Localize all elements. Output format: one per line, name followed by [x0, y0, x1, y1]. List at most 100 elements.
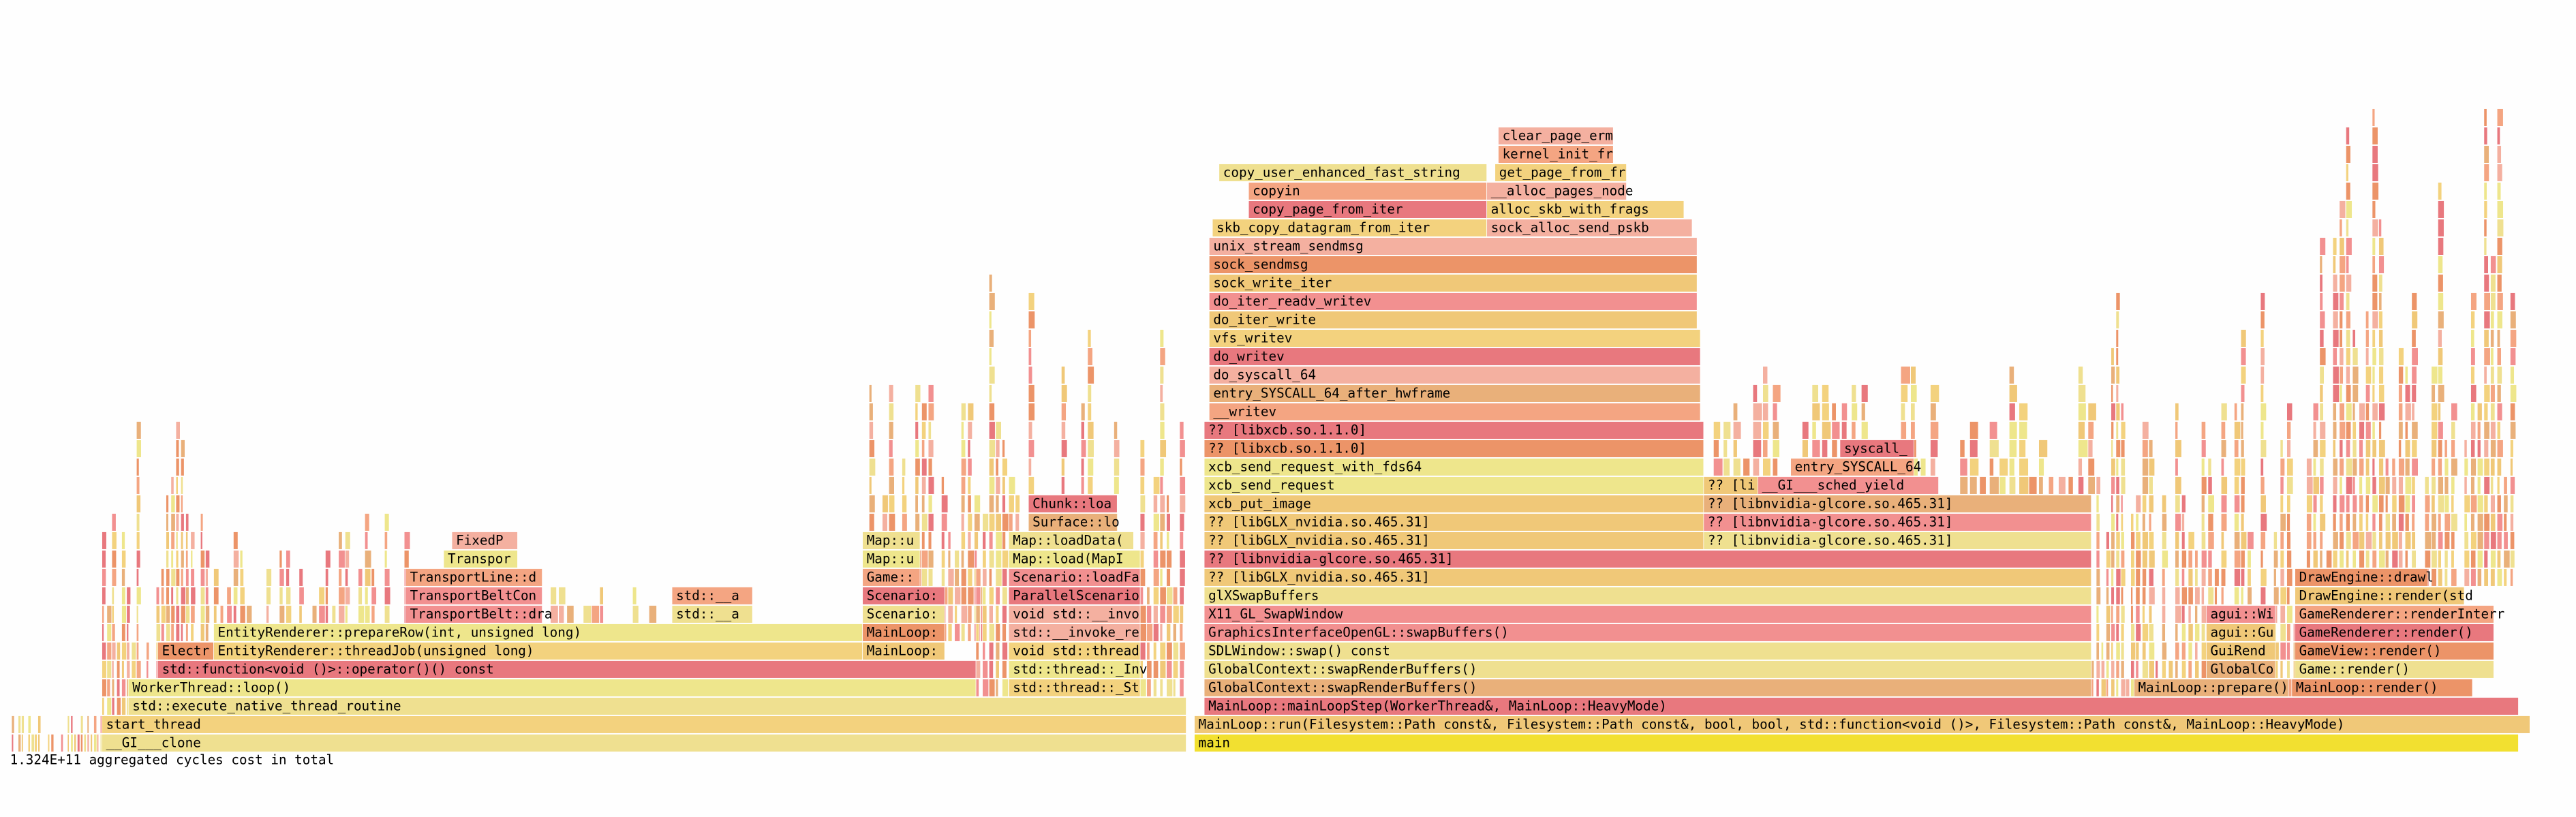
frame[interactable] [127, 679, 977, 697]
frame[interactable] [2206, 605, 2276, 623]
frame[interactable] [1790, 458, 1914, 476]
frame[interactable] [862, 642, 945, 660]
frame[interactable] [1486, 219, 1693, 237]
frame[interactable] [1486, 200, 1685, 219]
frame[interactable] [1494, 164, 1627, 182]
frame[interactable] [1008, 605, 1141, 623]
frame[interactable] [405, 605, 542, 623]
frame[interactable] [2295, 642, 2494, 660]
frame[interactable] [1203, 660, 2092, 679]
frame[interactable] [1248, 182, 1488, 200]
frame[interactable] [1839, 440, 1914, 458]
frame[interactable] [405, 587, 542, 605]
frame[interactable] [1008, 531, 1134, 550]
frame[interactable] [1203, 513, 1704, 531]
frame[interactable] [102, 715, 1186, 734]
frame[interactable] [2295, 605, 2494, 623]
frame[interactable] [451, 531, 518, 550]
frame [2359, 550, 2365, 568]
frame[interactable] [1203, 623, 2092, 642]
frame[interactable] [1203, 495, 1704, 513]
frame[interactable] [1008, 587, 1141, 605]
frame[interactable] [1208, 329, 1701, 348]
frame[interactable] [1028, 513, 1118, 531]
frame[interactable] [1203, 458, 1704, 476]
frame[interactable] [862, 605, 945, 623]
frame[interactable] [862, 587, 945, 605]
frame [954, 568, 960, 587]
frame[interactable] [1208, 384, 1701, 403]
frame[interactable] [1203, 440, 1704, 458]
frame[interactable] [2295, 568, 2429, 587]
frame[interactable] [1194, 715, 2530, 734]
frame[interactable] [1208, 256, 1698, 274]
frame[interactable] [1203, 605, 2092, 623]
frame[interactable] [862, 550, 921, 568]
frame[interactable] [1208, 403, 1701, 421]
frame[interactable] [1208, 274, 1698, 292]
frame [1179, 550, 1186, 568]
frame[interactable] [1703, 476, 1758, 495]
frame[interactable] [2206, 642, 2276, 660]
frame[interactable] [1212, 219, 1488, 237]
frame[interactable] [1203, 550, 2092, 568]
frame[interactable] [1203, 679, 2092, 697]
frame[interactable] [2206, 660, 2276, 679]
frame [2346, 127, 2350, 145]
frame[interactable] [1008, 568, 1141, 587]
frame[interactable] [1498, 127, 1614, 145]
frame[interactable] [1758, 476, 1939, 495]
frame[interactable] [1203, 697, 2519, 715]
frame[interactable] [1028, 495, 1118, 513]
frame[interactable] [1208, 237, 1698, 256]
frame[interactable] [1218, 164, 1488, 182]
frame[interactable] [2206, 623, 2276, 642]
frame[interactable] [443, 550, 518, 568]
frame[interactable] [1008, 550, 1141, 568]
frame [2319, 292, 2323, 311]
frame[interactable] [1703, 531, 2092, 550]
frame[interactable] [1008, 623, 1141, 642]
frame[interactable] [1208, 348, 1701, 366]
frame[interactable] [1208, 366, 1701, 384]
frame[interactable] [1203, 642, 2092, 660]
frame[interactable] [127, 697, 1186, 715]
frame[interactable] [2295, 587, 2465, 605]
frame [121, 550, 127, 568]
frame[interactable] [671, 587, 753, 605]
frame[interactable] [1703, 513, 2092, 531]
frame[interactable] [1008, 679, 1141, 697]
frame[interactable] [1208, 292, 1698, 311]
frame-label: entry_SYSCALL_64_after_hwframe [1213, 386, 1450, 401]
frame [2286, 440, 2291, 458]
frame[interactable] [1703, 495, 2092, 513]
frame[interactable] [862, 623, 945, 642]
frame[interactable] [862, 531, 921, 550]
frame [2181, 531, 2186, 550]
frame[interactable] [1208, 311, 1698, 329]
frame[interactable] [1203, 531, 1704, 550]
frame[interactable] [1203, 476, 1704, 495]
frame[interactable] [1498, 145, 1614, 164]
frame[interactable] [2295, 623, 2494, 642]
frame[interactable] [1008, 660, 1141, 679]
frame[interactable] [2134, 679, 2289, 697]
frame[interactable] [157, 660, 977, 679]
frame[interactable] [157, 642, 214, 660]
frame[interactable] [1203, 587, 2092, 605]
frame[interactable] [1194, 734, 2519, 752]
frame [995, 623, 1001, 642]
frame[interactable] [2295, 660, 2494, 679]
frame[interactable] [1008, 642, 1141, 660]
frame[interactable] [862, 568, 921, 587]
frame[interactable] [2291, 679, 2473, 697]
frame[interactable] [1203, 421, 1704, 440]
frame[interactable] [1248, 200, 1488, 219]
frame[interactable] [671, 605, 753, 623]
frame [2496, 108, 2504, 127]
frame[interactable] [102, 734, 1186, 752]
frame[interactable] [213, 623, 863, 642]
frame[interactable] [1486, 182, 1627, 200]
frame[interactable] [405, 568, 542, 587]
frame[interactable] [1203, 568, 2092, 587]
